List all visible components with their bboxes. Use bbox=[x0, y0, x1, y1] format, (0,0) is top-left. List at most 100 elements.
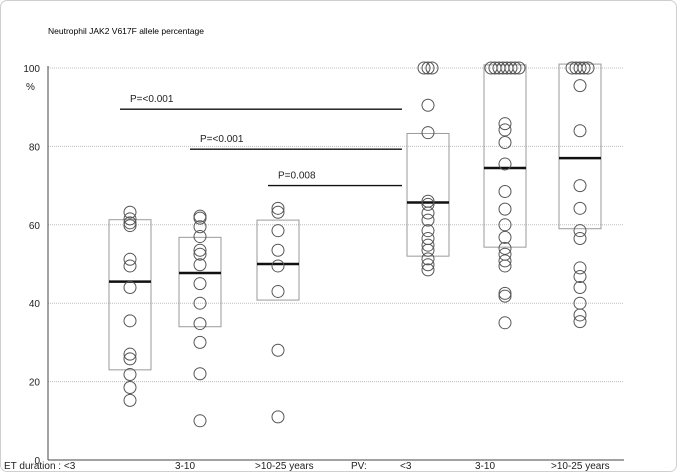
data-point-0-12 bbox=[123, 393, 137, 407]
data-point-1-8 bbox=[193, 296, 207, 310]
data-point-2-2 bbox=[271, 224, 285, 238]
data-point-0-5 bbox=[123, 259, 137, 273]
group-boxes bbox=[108, 63, 602, 371]
data-point-3-12 bbox=[421, 243, 435, 257]
y-tick-label-80: 80 bbox=[29, 142, 41, 153]
data-point-3-0 bbox=[417, 61, 431, 75]
data-point-4-21 bbox=[498, 289, 512, 303]
x-label-5: 3-10 bbox=[475, 461, 495, 472]
data-point-4-8 bbox=[498, 117, 512, 131]
data-point-5-13 bbox=[573, 281, 587, 295]
x-label-2: >10-25 years bbox=[255, 461, 314, 472]
chart-title: Neutrophil JAK2 V617F allele percentage bbox=[48, 26, 204, 36]
y-tick-label-20: 20 bbox=[29, 378, 41, 389]
data-point-4-10 bbox=[498, 135, 512, 149]
range-box-0 bbox=[108, 219, 152, 371]
range-box-2 bbox=[256, 219, 300, 301]
data-point-4-15 bbox=[498, 230, 512, 244]
data-point-5-11 bbox=[573, 261, 587, 275]
data-point-1-1 bbox=[193, 211, 207, 225]
y-tick-label-40: 40 bbox=[29, 299, 41, 310]
data-point-4-9 bbox=[498, 123, 512, 137]
x-label-1: 3-10 bbox=[175, 461, 195, 472]
data-point-3-13 bbox=[421, 252, 435, 266]
data-point-0-1 bbox=[123, 212, 137, 226]
data-point-3-2 bbox=[425, 61, 439, 75]
data-point-5-3 bbox=[577, 61, 591, 75]
data-point-2-3 bbox=[271, 243, 285, 257]
p-value-comparisons: P=<0.001 P=<0.001 P=0.008 bbox=[120, 94, 402, 187]
data-point-4-16 bbox=[498, 241, 512, 255]
data-point-2-4 bbox=[271, 259, 285, 273]
data-point-0-7 bbox=[123, 314, 137, 328]
data-point-3-7 bbox=[421, 206, 435, 220]
data-point-3-10 bbox=[421, 232, 435, 246]
data-point-3-3 bbox=[421, 98, 435, 112]
data-point-5-16 bbox=[573, 315, 587, 329]
data-point-1-10 bbox=[193, 335, 207, 349]
data-point-4-14 bbox=[498, 218, 512, 232]
data-point-0-6 bbox=[123, 281, 137, 295]
data-point-1-3 bbox=[193, 230, 207, 244]
y-tick-label-0: 0 bbox=[34, 456, 40, 467]
data-point-5-12 bbox=[573, 270, 587, 284]
data-point-1-11 bbox=[193, 367, 207, 381]
data-point-5-6 bbox=[573, 124, 587, 138]
grid-lines bbox=[48, 67, 624, 383]
data-point-3-1 bbox=[421, 61, 435, 75]
data-point-4-6 bbox=[508, 61, 522, 75]
data-point-1-9 bbox=[193, 317, 207, 331]
data-point-1-4 bbox=[193, 243, 207, 257]
data-point-0-8 bbox=[123, 347, 137, 361]
data-point-5-4 bbox=[581, 61, 595, 75]
data-point-4-22 bbox=[498, 316, 512, 330]
data-point-1-12 bbox=[193, 414, 207, 428]
data-point-0-3 bbox=[123, 219, 137, 233]
axes bbox=[47, 66, 624, 461]
data-point-5-10 bbox=[573, 232, 587, 246]
data-point-0-4 bbox=[123, 252, 137, 266]
data-point-3-11 bbox=[421, 238, 435, 252]
data-point-3-8 bbox=[421, 213, 435, 227]
p-value-label-2: P=0.008 bbox=[278, 171, 316, 182]
data-point-0-0 bbox=[123, 205, 137, 219]
range-box-4 bbox=[483, 64, 527, 248]
group-medians bbox=[109, 156, 601, 283]
x-label-6: >10-25 years bbox=[551, 461, 610, 472]
data-point-0-10 bbox=[123, 368, 137, 382]
data-point-5-9 bbox=[573, 224, 587, 238]
data-point-2-0 bbox=[271, 201, 285, 215]
data-point-1-2 bbox=[193, 220, 207, 234]
data-point-4-13 bbox=[498, 202, 512, 216]
data-point-4-11 bbox=[498, 157, 512, 171]
data-point-0-11 bbox=[123, 380, 137, 394]
data-point-5-2 bbox=[573, 61, 587, 75]
data-point-3-6 bbox=[421, 197, 435, 211]
data-point-3-9 bbox=[421, 224, 435, 238]
data-point-5-15 bbox=[573, 308, 587, 322]
x-category-labels: ET duration : <3 3-10 >10-25 years PV: <3 3-1… bbox=[4, 461, 610, 472]
y-tick-label-100: 100 bbox=[23, 64, 40, 75]
data-point-5-8 bbox=[573, 201, 587, 215]
data-point-4-12 bbox=[498, 184, 512, 198]
x-label-3: PV: bbox=[351, 461, 367, 472]
data-point-3-14 bbox=[421, 258, 435, 272]
data-point-3-15 bbox=[421, 263, 435, 277]
data-point-4-18 bbox=[498, 254, 512, 268]
y-tick-label-60: 60 bbox=[29, 221, 41, 232]
data-point-1-6 bbox=[193, 258, 207, 272]
data-point-2-5 bbox=[271, 284, 285, 298]
data-points bbox=[123, 61, 595, 428]
data-point-4-7 bbox=[512, 61, 526, 75]
data-point-0-9 bbox=[123, 352, 137, 366]
data-point-4-19 bbox=[498, 259, 512, 273]
data-point-4-20 bbox=[498, 286, 512, 300]
data-point-3-4 bbox=[421, 126, 435, 140]
y-tick-labels: 0 20 40 60 80 100 bbox=[23, 64, 40, 467]
data-point-2-1 bbox=[271, 205, 285, 219]
x-label-0: ET duration : <3 bbox=[4, 461, 76, 472]
data-point-4-5 bbox=[504, 61, 518, 75]
p-value-label-1: P=<0.001 bbox=[200, 134, 244, 145]
data-point-2-6 bbox=[271, 343, 285, 357]
